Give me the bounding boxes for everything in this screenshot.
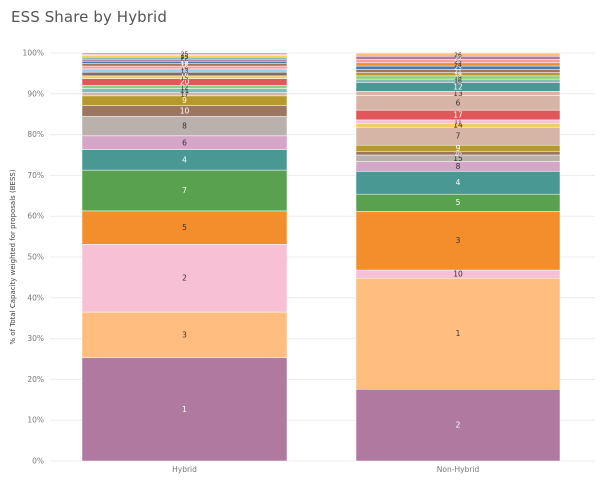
bars: 1325746810917111220151613141819212223242… [81,51,561,462]
segment-label: 12 [181,84,189,91]
segment-label: 9 [456,144,461,153]
segment-label: 19 [181,60,189,67]
segment-label: 25 [454,59,462,66]
bar-segment[interactable] [81,169,288,212]
x-axis: Hybrid Non-Hybrid [172,465,479,474]
y-tick-label: 80% [27,130,44,139]
segment-label: 17 [453,111,463,120]
y-tick-label: 20% [27,375,44,384]
segment-label: 11 [180,86,190,95]
segment-label: 15 [453,154,463,163]
segment-label: 5 [456,198,461,207]
segment-label: 6 [456,98,461,107]
segment-label: 12 [453,82,463,91]
segment-label: 17 [181,92,189,99]
segment-label: 18 [454,75,462,82]
segment-label: 21 [181,58,189,65]
segment-label: 4 [182,155,187,164]
segment-label: 8 [456,162,461,171]
bar-segment[interactable] [81,210,288,245]
bar-segment[interactable] [355,211,561,271]
y-tick-label: 0% [32,457,44,466]
segment-label: 3 [456,236,461,245]
x-tick-label: Hybrid [172,465,197,474]
segment-label: 25 [181,51,189,58]
segment-label: 1 [456,329,461,338]
segment-label: 15 [181,75,189,82]
bar-segment[interactable] [81,52,288,55]
segment-label: 6 [182,138,187,147]
segment-label: 22 [181,56,189,63]
segment-label: 11 [454,119,462,126]
segment-label: 20 [180,77,190,86]
bar-hybrid: 1325746810917111220151613141819212223242… [81,51,288,462]
segment-label: 19 [454,72,462,79]
y-tick-label: 90% [27,89,44,98]
y-tick-label: 100% [23,49,44,58]
y-tick-label: 70% [27,171,44,180]
y-tick-label: 50% [27,253,44,262]
segment-label: 10 [453,270,463,279]
x-tick-label: Non-Hybrid [437,465,480,474]
bar-segment[interactable] [81,311,288,359]
bar-segment[interactable] [81,244,288,313]
chart-title: ESS Share by Hybrid [11,8,167,26]
segment-label: 14 [181,65,189,72]
segment-label: 13 [181,68,189,75]
segment-label: 4 [456,178,461,187]
segment-label: 14 [453,121,463,130]
segment-label: 26 [454,52,462,59]
segment-label: 13 [453,89,463,98]
segment-label: 23 [454,65,462,72]
segment-label: 16 [454,78,462,85]
y-tick-label: 10% [27,416,44,425]
segment-label: 24 [454,62,462,69]
segment-label: 24 [181,52,189,59]
segment-label: 21 [454,68,462,75]
bar-non-hybrid: 2110354815209714111761312161819212324252… [355,52,561,462]
segment-label: 10 [180,106,190,115]
bar-segment[interactable] [81,357,288,462]
segment-label: 16 [181,72,189,79]
y-tick-label: 40% [27,293,44,302]
y-tick-label: 30% [27,334,44,343]
segment-label: 1 [182,405,187,414]
segment-label: 2 [182,274,187,283]
segment-label: 23 [181,54,189,61]
bar-segment[interactable] [355,277,561,390]
segment-label: 3 [182,330,187,339]
segment-label: 7 [182,186,187,195]
segment-label: 8 [182,122,187,131]
segment-label: 20 [454,151,462,158]
bar-segment[interactable] [355,388,561,462]
y-tick-label: 60% [27,212,44,221]
segment-label: 5 [182,223,187,232]
segment-label: 22 [454,55,462,62]
segment-label: 7 [456,132,461,141]
segment-label: 2 [456,421,461,430]
segment-label: 18 [181,62,189,69]
bar-segment[interactable] [355,52,561,57]
y-axis-label: % of Total Capacity weighted for proposa… [9,169,17,344]
segment-label: 9 [182,96,187,105]
y-axis: 0% 10% 20% 30% 40% 50% 60% 70% 80% 90% 100% [23,49,44,466]
